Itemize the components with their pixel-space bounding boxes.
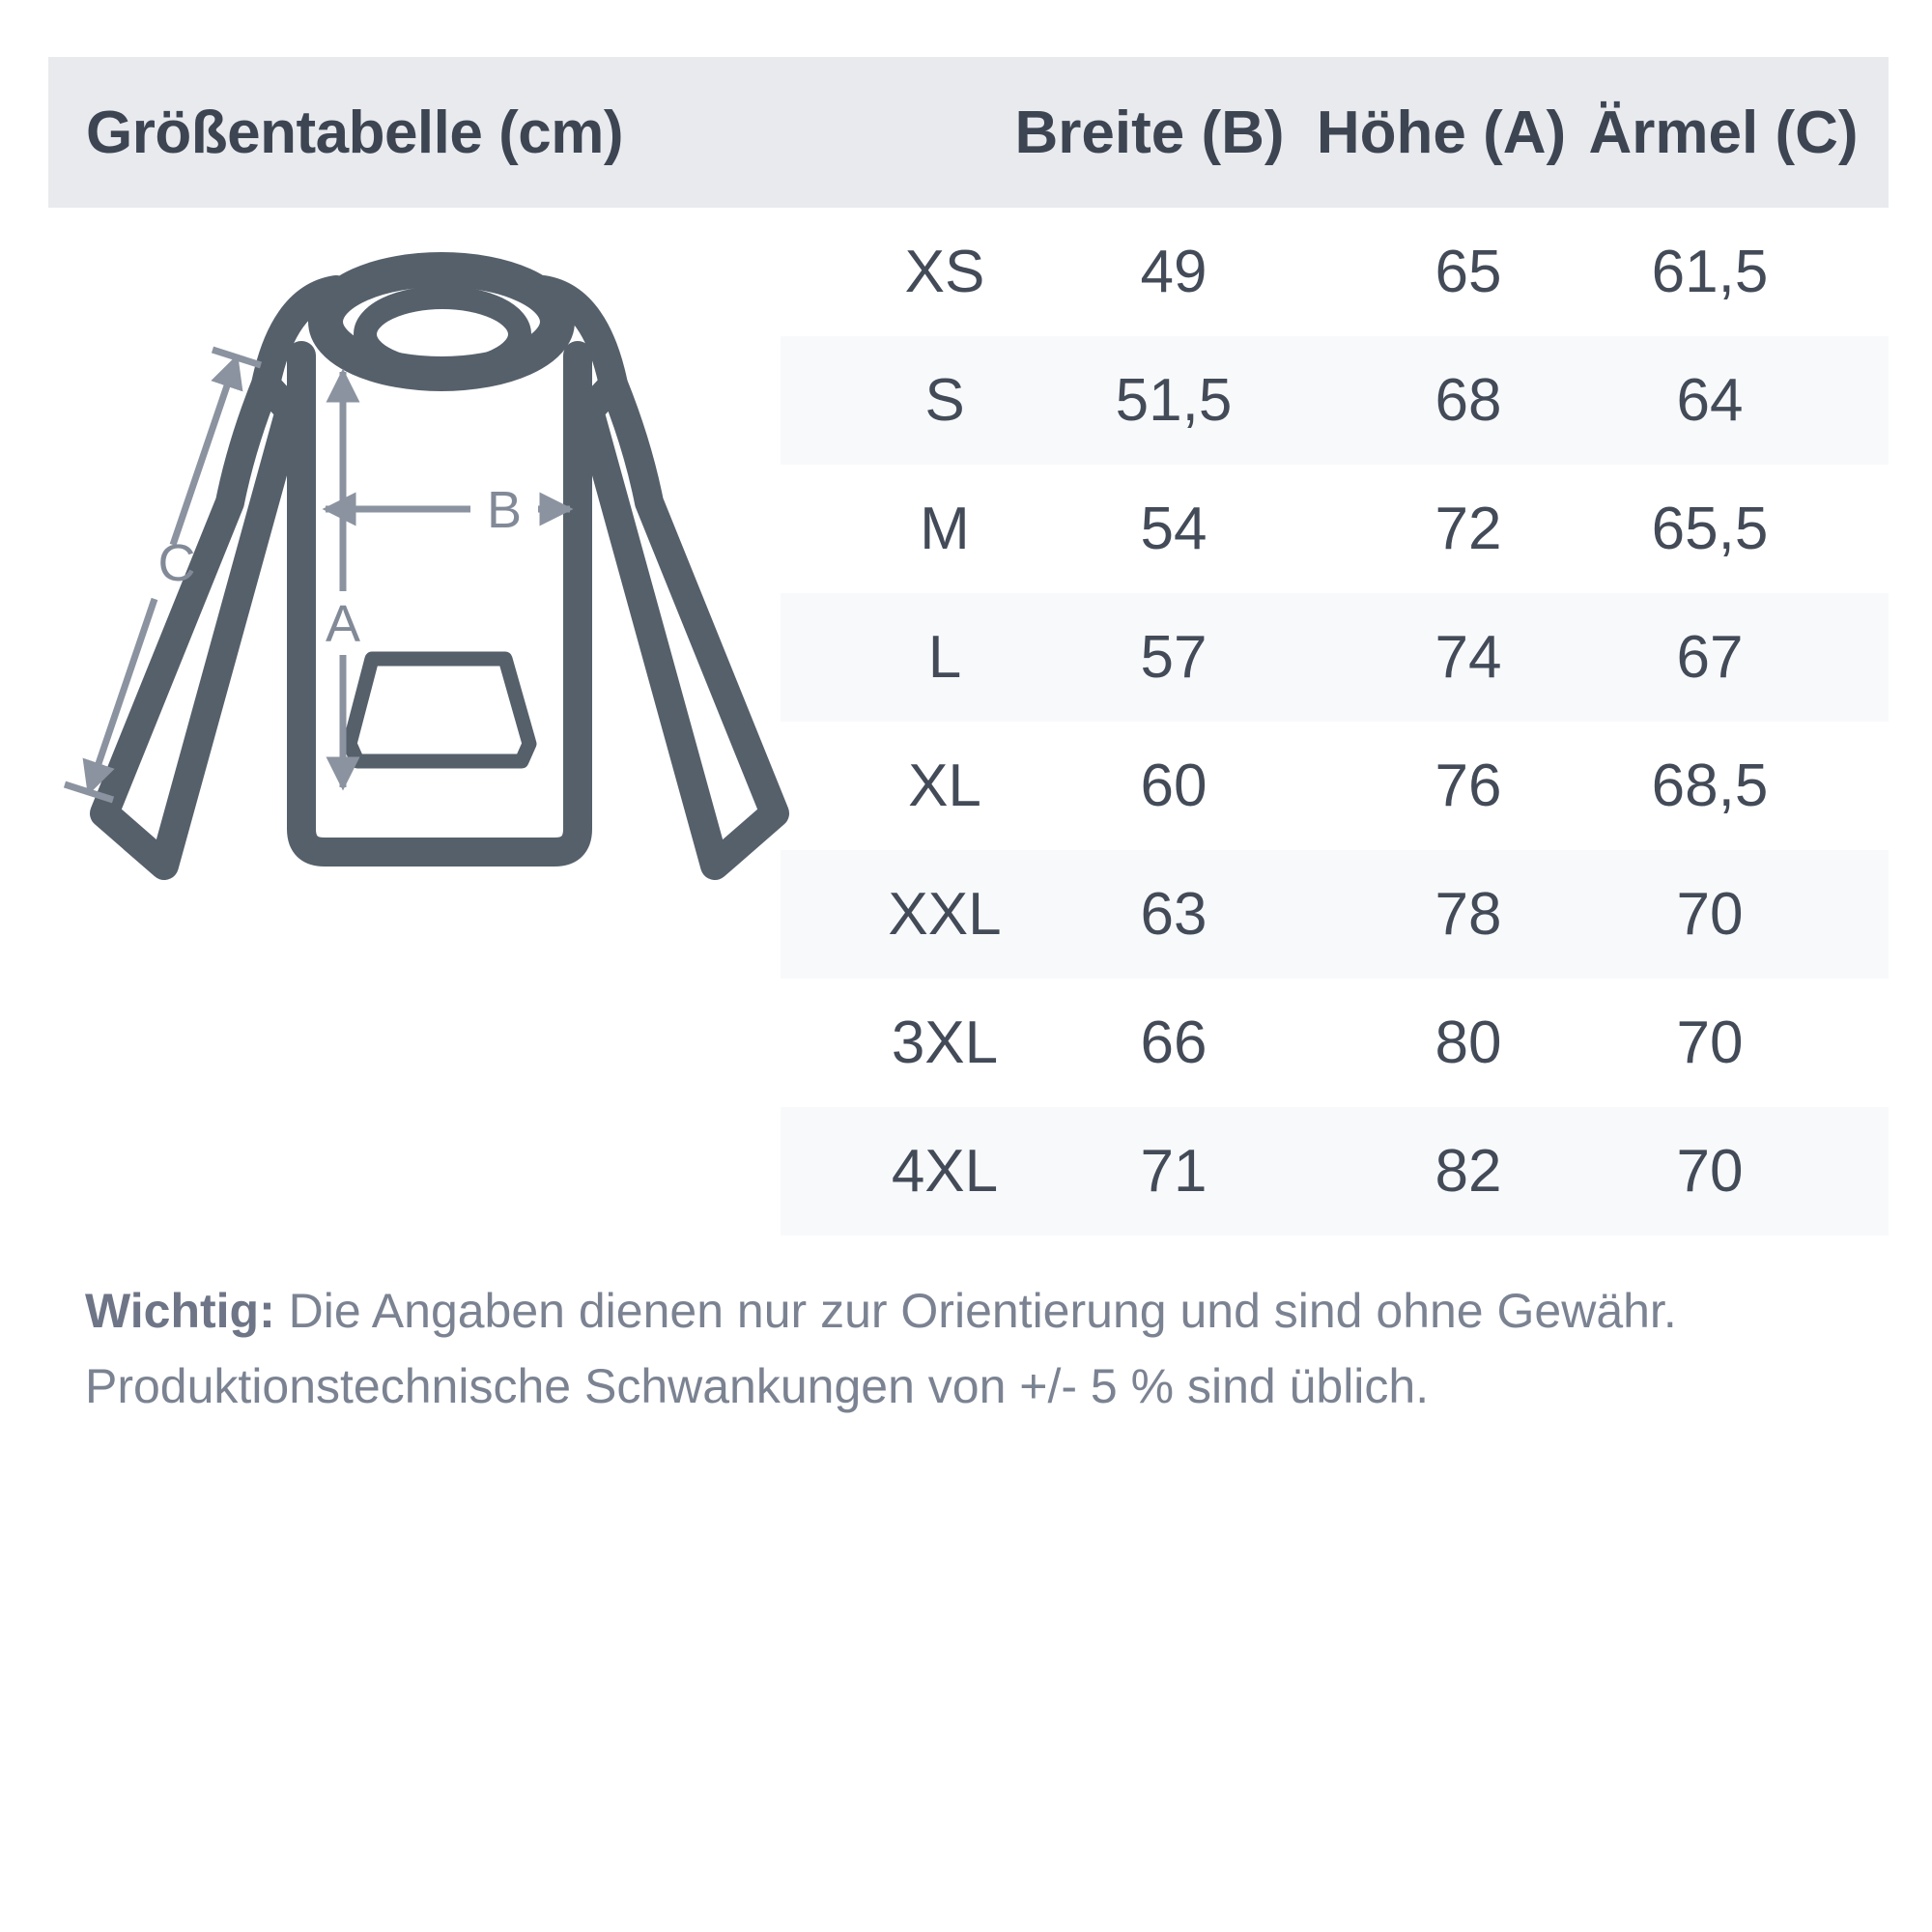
size-label-cell: XS [904,239,985,305]
breite-value-cell: 49 [1140,239,1208,305]
measure-label-c: C [158,534,196,592]
hoehe-value-cell: 82 [1435,1138,1502,1205]
aermel-value-cell: 70 [1676,881,1744,948]
size-label-cell: M [920,496,970,562]
disclaimer-note: Wichtig: Die Angaben dienen nur zur Orie… [85,1273,1872,1424]
aermel-value-cell: 61,5 [1651,239,1769,305]
aermel-value-cell: 68,5 [1651,753,1769,819]
aermel-value-cell: 67 [1676,624,1744,691]
disclaimer-line1-text: Die Angaben dienen nur zur Orientierung … [274,1284,1677,1338]
hoodie-diagram-svg: A B C [63,252,789,880]
breite-value-cell: 54 [1140,496,1208,562]
kangaroo-pocket [342,651,537,769]
size-label-cell: 4XL [891,1138,999,1205]
table-row: 4XL 71 82 70 [781,1107,1889,1236]
table-row: M 54 72 65,5 [781,465,1889,593]
table-row: L 57 74 67 [781,593,1889,722]
table-header-bar: Größentabelle (cm) Breite (B) Höhe (A) Ä… [48,57,1889,208]
table-row: 3XL 66 80 70 [781,979,1889,1107]
table-row: S 51,5 68 64 [781,336,1889,465]
breite-value-cell: 51,5 [1115,367,1233,434]
hoehe-value-cell: 65 [1435,239,1502,305]
aermel-value-cell: 70 [1676,1009,1744,1076]
hoehe-value-cell: 80 [1435,1009,1502,1076]
page-title: Größentabelle (cm) [86,99,624,166]
hoehe-value-cell: 72 [1435,496,1502,562]
size-label-cell: L [927,624,962,691]
hoehe-value-cell: 78 [1435,881,1502,948]
arrow-c-upper [169,354,243,547]
disclaimer-line2: Produktionstechnische Schwankungen von +… [85,1359,1430,1413]
hoehe-value-cell: 74 [1435,624,1502,691]
measure-label-b: B [487,481,522,539]
breite-value-cell: 60 [1140,753,1208,819]
size-label-cell: 3XL [891,1009,999,1076]
breite-value-cell: 66 [1140,1009,1208,1076]
size-table: XS 49 65 61,5 S 51,5 68 64 M 54 72 65,5 … [781,208,1889,1236]
hood-inner-ring [354,286,531,383]
dimension-tick-c-top [211,346,263,369]
table-row: XS 49 65 61,5 [781,208,1889,336]
measure-label-a: A [326,595,360,653]
aermel-value-cell: 64 [1676,367,1744,434]
breite-value-cell: 71 [1140,1138,1208,1205]
size-label-cell: S [924,367,965,434]
breite-value-cell: 57 [1140,624,1208,691]
size-label-cell: XL [908,753,981,819]
column-header-aermel: Ärmel (C) [1588,99,1859,166]
left-sleeve-outline [90,370,304,880]
size-label-cell: XXL [888,881,1002,948]
column-header-hoehe: Höhe (A) [1316,99,1567,166]
hoodie-measurement-diagram: A B C [48,213,802,908]
disclaimer-line1: Wichtig: Die Angaben dienen nur zur Orie… [85,1284,1677,1338]
arrow-c-lower [82,597,158,796]
breite-value-cell: 63 [1140,881,1208,948]
right-sleeve-outline [575,370,789,880]
column-header-breite: Breite (B) [1014,99,1285,166]
table-row: XXL 63 78 70 [781,850,1889,979]
hoehe-value-cell: 68 [1435,367,1502,434]
disclaimer-bold-label: Wichtig: [85,1284,275,1338]
table-row: XL 60 76 68,5 [781,722,1889,850]
aermel-value-cell: 70 [1676,1138,1744,1205]
hoehe-value-cell: 76 [1435,753,1502,819]
aermel-value-cell: 65,5 [1651,496,1769,562]
dimension-tick-c-bottom [63,781,115,804]
